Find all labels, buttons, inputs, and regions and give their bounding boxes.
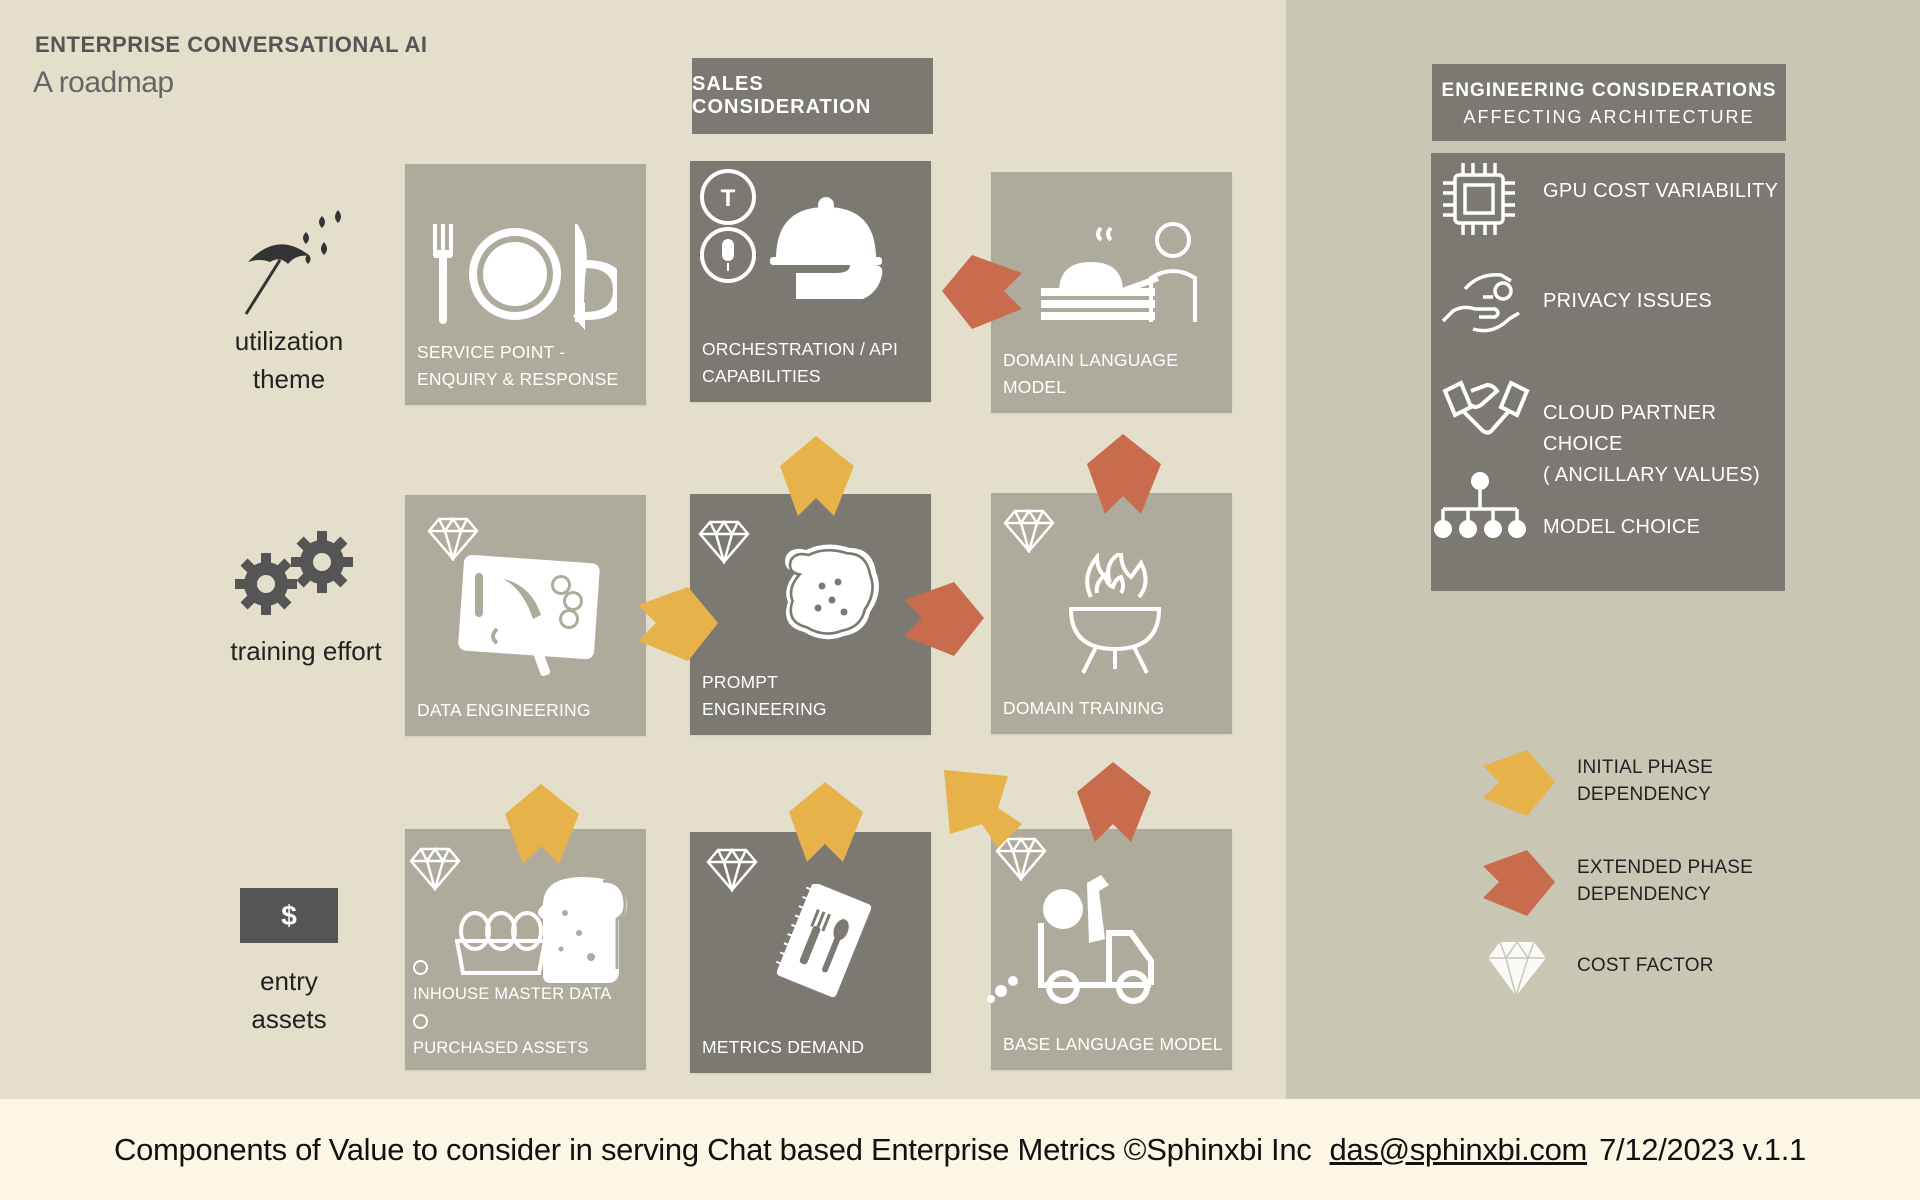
row-label-training: training effort <box>230 636 382 666</box>
chef-serving-icon <box>1041 222 1197 322</box>
legend-cost-factor: COST FACTOR <box>1577 955 1714 976</box>
yellow-arrow-icon <box>1483 750 1555 816</box>
plate-cutlery-icon <box>433 224 617 330</box>
gears-icon <box>235 531 353 615</box>
legend-extended-phase: EXTENDED PHASE DEPENDENCY <box>1577 857 1753 905</box>
initial-arrow-up-metrics <box>789 782 863 862</box>
handshake-icon <box>1442 380 1530 435</box>
cutting-board-knife-icon <box>458 555 600 677</box>
engineering-considerations-header: ENGINEERING CONSIDERATIONS AFFECTING ARC… <box>1432 64 1786 141</box>
footer-version: 7/12/2023 v.1.1 <box>1599 1131 1806 1167</box>
prompt-engineering-label: PROMPT ENGINEERING <box>702 672 827 719</box>
engineering-considerations-panel: GPU COST VARIABILITY PRIVACY ISSUES CLOU… <box>1431 153 1785 591</box>
service-point-box: SERVICE POINT - ENQUIRY & RESPONSE <box>405 164 646 405</box>
diamond-icon <box>409 847 461 891</box>
diamond-icon <box>1003 509 1055 553</box>
delivery-truck-icon <box>987 875 1154 1004</box>
engineering-title: ENGINEERING CONSIDERATIONS <box>1441 80 1777 101</box>
umbrella-rain-icon <box>244 210 341 315</box>
engineering-subtitle: AFFECTING ARCHITECTURE <box>1463 107 1755 127</box>
initial-arrow-right-1 <box>638 587 718 661</box>
orange-arrow-icon <box>1483 850 1555 916</box>
orchestration-label: ORCHESTRATION / API CAPABILITIES <box>702 339 899 386</box>
diamond-icon <box>427 517 479 561</box>
inhouse-master-data-box: INHOUSE MASTER DATA PURCHASED ASSETS <box>405 829 646 1070</box>
menu-card-icon <box>776 884 872 998</box>
org-tree-icon <box>1434 472 1526 538</box>
initial-arrow-up-prompt <box>780 436 854 516</box>
diamond-icon <box>706 848 758 892</box>
sandwich-icon <box>785 544 879 640</box>
domain-training-label: DOMAIN TRAINING <box>1003 698 1165 718</box>
legend-initial-phase: INITIAL PHASE DEPENDENCY <box>1577 757 1713 805</box>
page-title: ENTERPRISE CONVERSATIONAL AI <box>35 32 428 57</box>
base-language-model-box: BASE LANGUAGE MODEL <box>987 829 1232 1070</box>
extended-arrow-right <box>904 582 984 656</box>
diamond-icon <box>995 837 1047 881</box>
cpu-chip-icon <box>1443 163 1515 235</box>
engineering-item-gpu: GPU COST VARIABILITY <box>1543 180 1779 202</box>
extended-arrow-up-domain <box>1087 434 1161 514</box>
domain-training-box: DOMAIN TRAINING <box>991 493 1232 734</box>
domain-language-model-box: DOMAIN LANGUAGE MODEL <box>991 172 1232 413</box>
prompt-engineering-box: PROMPT ENGINEERING <box>690 494 931 735</box>
extended-arrow-up-base <box>1077 762 1151 842</box>
initial-arrow-diagonal <box>944 770 1022 848</box>
footer-text: Components of Value to consider in servi… <box>114 1131 1312 1167</box>
data-engineering-box: DATA ENGINEERING <box>405 495 646 736</box>
base-language-model-label: BASE LANGUAGE MODEL <box>1003 1034 1223 1054</box>
row-label-entry: entry assets <box>251 966 327 1034</box>
row-label-utilization: utilization theme <box>234 326 344 394</box>
metrics-demand-box: METRICS DEMAND <box>690 832 931 1073</box>
engineering-item-privacy: PRIVACY ISSUES <box>1543 290 1713 312</box>
page-subtitle: A roadmap <box>33 66 174 99</box>
data-engineering-label: DATA ENGINEERING <box>417 700 591 720</box>
sales-consideration-header: SALES CONSIDERATION <box>692 58 933 134</box>
domain-language-model-label: DOMAIN LANGUAGE MODEL <box>1003 350 1179 397</box>
service-point-label: SERVICE POINT - ENQUIRY & RESPONSE <box>417 342 619 389</box>
metrics-demand-label: METRICS DEMAND <box>702 1037 865 1057</box>
footer-email-link[interactable]: das@sphinxbi.com <box>1329 1131 1588 1167</box>
cloche-tray-icon: T <box>700 169 883 299</box>
orchestration-box: T ORCHESTRATION / API CAPABILITIES <box>690 161 931 402</box>
engineering-item-cloud-partner: CLOUD PARTNER CHOICE( ANCILLARY VALUES) <box>1543 402 1760 486</box>
grill-flame-icon <box>1068 553 1162 674</box>
eggs-bread-icon <box>455 877 627 983</box>
hand-key-icon <box>1441 273 1520 333</box>
initial-arrow-up-inhouse <box>505 784 579 864</box>
dollar-badge: $ <box>240 888 338 943</box>
diamond-icon <box>698 520 750 564</box>
diamond-icon <box>1488 940 1546 999</box>
svg-text:T: T <box>721 185 736 212</box>
engineering-item-model-choice: MODEL CHOICE <box>1543 516 1701 538</box>
footer-bar: Components of Value to consider in servi… <box>0 1099 1920 1200</box>
inhouse-master-data-label: INHOUSE MASTER DATA PURCHASED ASSETS <box>413 954 611 1062</box>
extended-arrow-left <box>942 255 1022 329</box>
